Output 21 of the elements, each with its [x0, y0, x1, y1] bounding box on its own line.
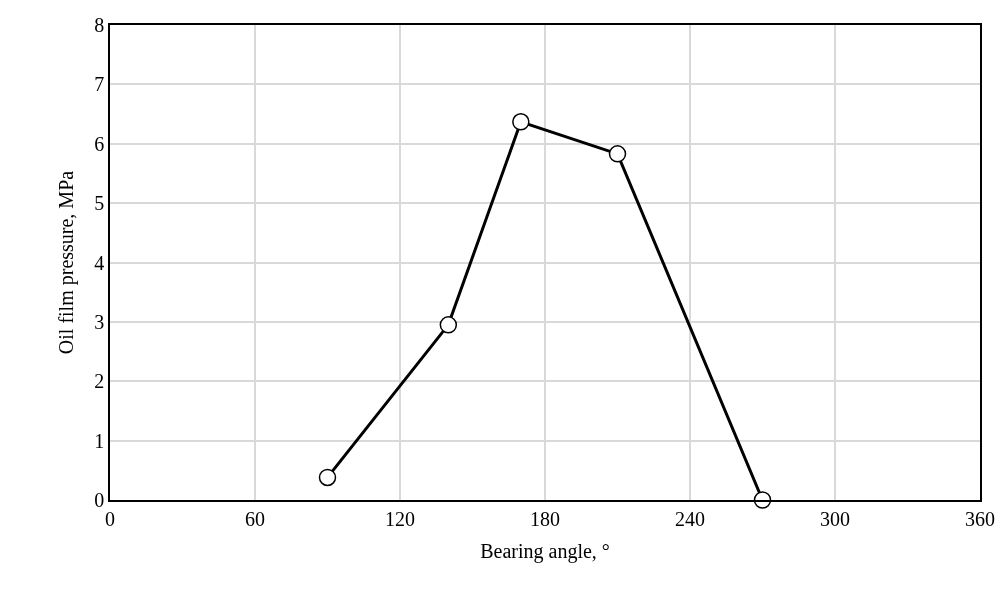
y-tick-label: 0	[94, 489, 105, 511]
y-tick-label: 3	[94, 310, 105, 333]
x-tick-label: 120	[385, 507, 415, 530]
point	[512, 113, 530, 131]
x-tick-label: 360	[965, 507, 995, 530]
y-tick-label: 7	[94, 73, 105, 96]
x-axis-title: Bearing angle, °	[480, 539, 610, 563]
x-tick-label: 180	[530, 507, 560, 530]
point	[439, 316, 458, 334]
x-tick-label: 240	[675, 507, 705, 530]
y-tick-label: 2	[94, 370, 105, 393]
y-tick-label: 4	[94, 251, 105, 274]
point	[318, 468, 337, 487]
y-axis-title: Oil film pressure, MPa	[55, 170, 79, 355]
y-tick-label: 6	[94, 132, 105, 155]
x-tick-label: 300	[820, 507, 850, 530]
y-tick-label: 1	[94, 429, 105, 452]
x-tick-label: 60	[245, 507, 265, 530]
point	[608, 145, 627, 163]
y-tick-label: 8	[94, 14, 105, 36]
y-tick-label: 5	[94, 192, 105, 215]
